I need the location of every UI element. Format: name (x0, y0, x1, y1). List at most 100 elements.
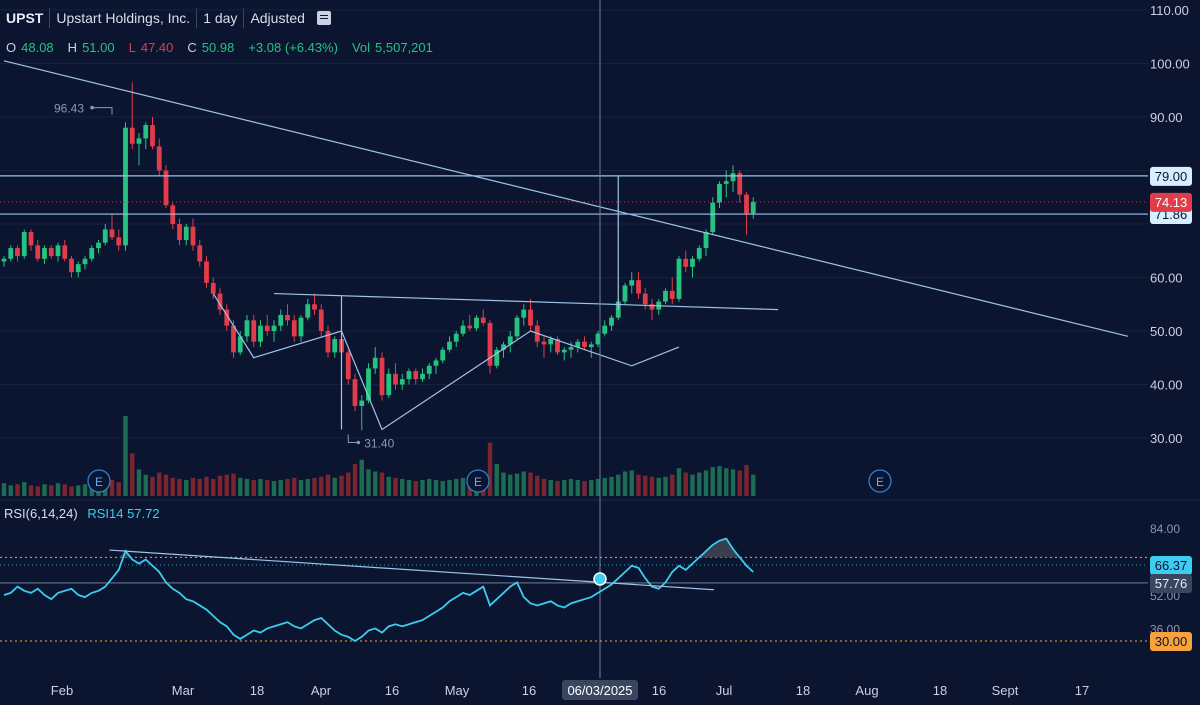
candle-body (75, 264, 81, 273)
candle-body (366, 368, 371, 401)
rsi-name[interactable]: RSI(6,14,24) (4, 506, 78, 521)
rsi-overbought-area (118, 538, 740, 558)
candle-body (82, 258, 88, 265)
volume-bar (143, 474, 148, 496)
candle-body (116, 237, 122, 246)
candle-body (264, 325, 270, 331)
downtrend-line (3, 60, 1129, 337)
price-tick-label: 60.00 (1150, 271, 1183, 286)
volume-bar (82, 484, 88, 496)
candle-body (102, 229, 108, 243)
time-axis-label: Apr (311, 683, 332, 698)
volume-bar (690, 474, 695, 496)
volume-bar (440, 481, 445, 496)
time-axis-label: 18 (250, 683, 264, 698)
earnings-icon (868, 469, 892, 493)
candle-body (642, 293, 648, 305)
candle-body (62, 245, 68, 259)
volume-bar (170, 477, 175, 496)
candle-body (35, 245, 41, 259)
volume-bar (339, 475, 344, 496)
candle-body (602, 325, 608, 334)
interval-selector[interactable]: 1 day (196, 8, 243, 28)
candle-body (474, 317, 479, 329)
volume-bar (163, 474, 169, 496)
candle-body (271, 325, 277, 331)
volume-bar (22, 482, 27, 496)
candle-body (663, 290, 668, 302)
volume-bar (717, 466, 722, 496)
volume-bar (494, 464, 499, 496)
candle-body (372, 357, 378, 369)
volume-bar (271, 481, 277, 496)
candle-body (447, 341, 452, 350)
low-marker-dot (356, 440, 361, 445)
candle-body (210, 282, 216, 294)
candle-body (723, 181, 729, 184)
volume-bar (298, 480, 304, 496)
candle-body (190, 226, 196, 246)
volume-bar (730, 469, 736, 496)
volume-bar (649, 476, 655, 496)
volume-bar (197, 478, 202, 496)
volume-bar (109, 480, 115, 496)
crosshair-dot (593, 572, 607, 586)
volume-bar (319, 476, 324, 496)
volume-bar (555, 481, 560, 496)
candle-body (575, 341, 581, 348)
volume-bar (487, 442, 493, 496)
volume-bar (89, 485, 94, 496)
candle-body (703, 232, 709, 249)
candle-body (251, 320, 257, 342)
volume-bar (238, 477, 243, 496)
company-name[interactable]: Upstart Holdings, Inc. (49, 8, 196, 28)
volume-bar (447, 480, 452, 496)
price-tick-label: 90.00 (1150, 110, 1183, 125)
candle-body (629, 280, 635, 286)
candle-body (318, 309, 324, 331)
volume-bar (177, 478, 182, 496)
volume-bar (595, 478, 601, 496)
volume-bar (359, 459, 364, 496)
candle-body (237, 336, 243, 353)
candle-body (676, 258, 682, 299)
volume-bar (305, 478, 310, 496)
rsi-badge-bg (1150, 573, 1192, 593)
candle-body (183, 226, 189, 241)
volume-bar (332, 477, 337, 496)
volume-bar (393, 477, 398, 496)
candle-body (649, 304, 655, 310)
adjustment-selector[interactable]: Adjusted (243, 8, 310, 28)
candle-body (231, 325, 236, 353)
list-icon[interactable] (316, 11, 331, 25)
candle-body (217, 293, 223, 310)
candle-body (69, 258, 74, 273)
volume-bar (15, 484, 20, 496)
price-tick-label: 100.00 (1150, 57, 1190, 72)
volume-bar (8, 485, 13, 496)
candle-body (541, 341, 547, 345)
candle-body (332, 339, 338, 353)
candle-body (433, 360, 439, 366)
candle-body (710, 202, 716, 233)
candle-body (42, 248, 47, 259)
volume-bar (62, 484, 67, 496)
volume-bar (433, 480, 439, 496)
price-tick-label: 30.00 (1150, 431, 1183, 446)
volume-bar (609, 476, 614, 496)
candle-body (298, 317, 304, 337)
time-axis-label: Feb (51, 683, 73, 698)
candle-body (750, 201, 756, 214)
volume-bar (211, 478, 216, 496)
candle-body (487, 322, 493, 366)
volume-bar (251, 480, 256, 496)
candle-body (258, 325, 263, 342)
candle-body (568, 347, 574, 350)
earnings-icon (466, 469, 490, 493)
volume-bar (69, 486, 74, 496)
symbol-label[interactable]: UPST (6, 10, 44, 26)
volume-bar (602, 477, 607, 496)
ohlc-legend: O 48.08 H 51.00 L 47.40 C 50.98 +3.08 (+6.43… (6, 40, 433, 55)
candle-body (636, 280, 641, 294)
